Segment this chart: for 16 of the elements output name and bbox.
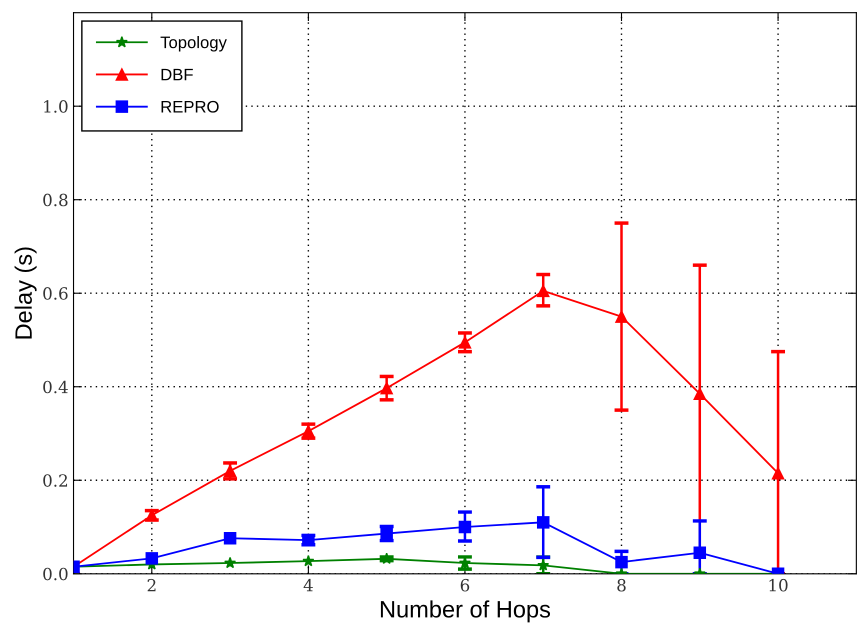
y-tick-label: 1.0 bbox=[44, 100, 68, 113]
y-tick-label: 0.8 bbox=[43, 194, 68, 206]
x-tick-label: 4 bbox=[304, 578, 313, 592]
x-tick-label: 6 bbox=[460, 578, 470, 592]
y-tick-label: 0.0 bbox=[43, 568, 68, 580]
legend-label: REPRO bbox=[162, 100, 219, 113]
x-tick-label: 2 bbox=[148, 578, 156, 592]
legend-label: DBF bbox=[162, 68, 193, 80]
legend-label: Topology bbox=[160, 36, 227, 52]
x-axis-title: Number of Hops bbox=[380, 600, 550, 622]
y-tick-label: 0.4 bbox=[43, 380, 68, 394]
x-tick-label: 10 bbox=[769, 578, 788, 592]
x-tick-label: 8 bbox=[617, 578, 626, 592]
y-tick-label: 0.6 bbox=[43, 287, 68, 300]
y-tick-label: 0.2 bbox=[43, 474, 68, 487]
y-axis-title: Delay (s) bbox=[14, 247, 37, 339]
